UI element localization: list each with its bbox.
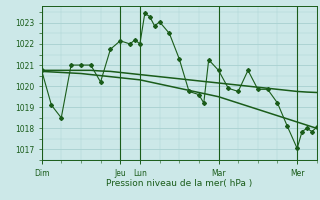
X-axis label: Pression niveau de la mer( hPa ): Pression niveau de la mer( hPa )	[106, 179, 252, 188]
